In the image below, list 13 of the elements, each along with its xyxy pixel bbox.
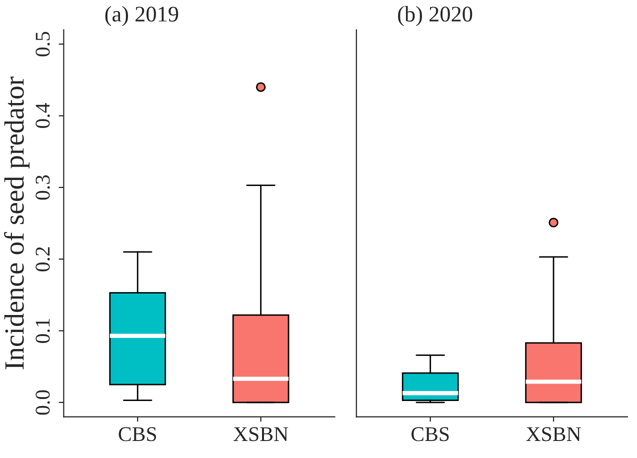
y-axis-title: Incidence of seed predator [4, 76, 30, 370]
y-tick-label: 0.4 [36, 103, 50, 128]
y-tick-label: 0.5 [36, 32, 50, 56]
y-tick-label: 0.0 [36, 390, 50, 415]
y-tick-label: 0.1 [36, 319, 50, 344]
x-tick-label: CBS [412, 427, 449, 442]
y-tick-label: 0.2 [36, 247, 50, 272]
x-tick-label: CBS [118, 427, 156, 442]
chart-title: (b) 2020 [398, 6, 472, 26]
chart-title: (a) 2019 [105, 6, 178, 26]
x-tick-label: XSBN [526, 427, 581, 442]
y-tick-label: 0.3 [36, 175, 50, 200]
x-tick-label: XSBN [233, 427, 288, 442]
